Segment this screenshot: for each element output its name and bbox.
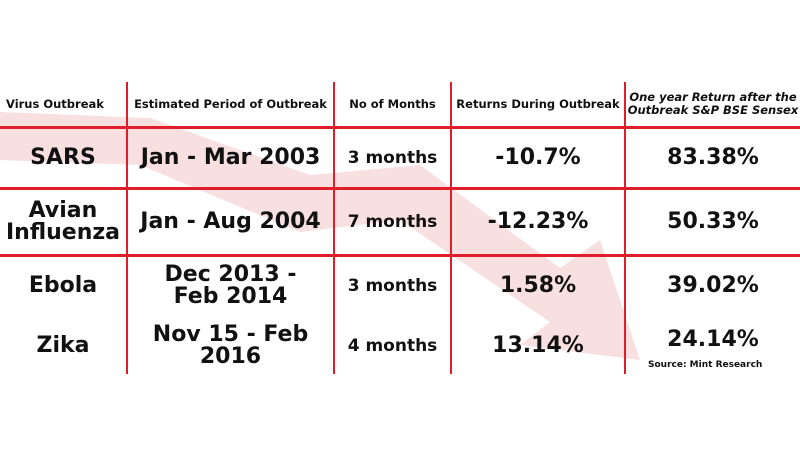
header-estimated-period: Estimated Period of Outbreak — [134, 96, 327, 111]
row-divider — [0, 187, 800, 190]
header-no-of-months: No of Months — [349, 96, 436, 111]
outbreak-returns-table: Virus Outbreak Estimated Period of Outbr… — [0, 82, 800, 374]
column-divider — [333, 82, 335, 374]
row-divider — [0, 254, 800, 257]
column-divider — [450, 82, 452, 374]
source-note: Source: Mint Research — [648, 360, 763, 370]
table-row-virus: Ebola — [28, 273, 98, 298]
table-row-period: Jan - Aug 2004 — [140, 209, 321, 234]
table-row-one-year-return: 24.14% — [667, 327, 759, 352]
header-one-year-return: One year Return after the Outbreak S&P B… — [627, 90, 799, 117]
table-row-period: Nov 15 - Feb 2016 — [152, 322, 309, 369]
table-row-one-year-return: 39.02% — [667, 273, 759, 298]
table-row-virus: Zika — [36, 333, 90, 358]
column-divider — [624, 82, 626, 374]
table-row-returns-during: -12.23% — [487, 209, 589, 234]
table-row-months: 7 months — [347, 211, 438, 232]
table-row-months: 4 months — [347, 335, 438, 356]
table-row-period: Jan - Mar 2003 — [140, 145, 321, 170]
table-row-returns-during: 1.58% — [499, 273, 577, 298]
table-row-months: 3 months — [347, 275, 438, 296]
table-row-period: Dec 2013 - Feb 2014 — [164, 262, 297, 309]
header-returns-during: Returns During Outbreak — [456, 96, 620, 111]
table-row-returns-during: 13.14% — [492, 333, 584, 358]
table-row-returns-during: -10.7% — [495, 145, 581, 170]
table-row-virus: Avian Influenza — [5, 198, 121, 245]
header-virus-outbreak: Virus Outbreak — [6, 96, 104, 111]
table-row-one-year-return: 83.38% — [667, 145, 759, 170]
row-divider — [0, 126, 800, 129]
column-divider — [126, 82, 128, 374]
table-row-months: 3 months — [347, 147, 438, 168]
table-row-virus: SARS — [30, 145, 96, 170]
table-row-one-year-return: 50.33% — [667, 209, 759, 234]
